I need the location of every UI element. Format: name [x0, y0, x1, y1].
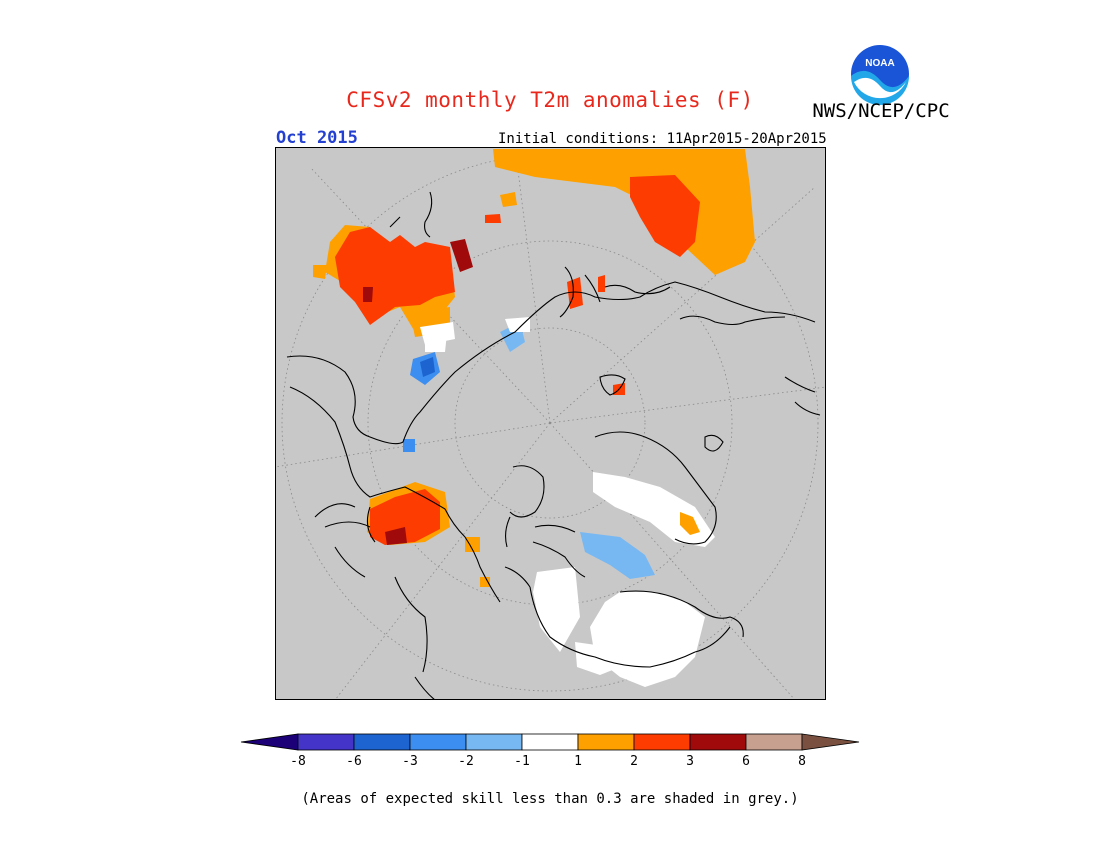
period-label: Oct 2015 — [276, 128, 358, 148]
anomaly-patch — [313, 265, 327, 279]
anomaly-patches — [313, 149, 755, 687]
colorbar-swatch — [801, 733, 860, 751]
anomaly-patch — [590, 592, 705, 687]
anomaly-patch — [370, 489, 440, 545]
colorbar-label: 6 — [742, 754, 750, 769]
colorbar-swatch — [409, 733, 467, 751]
colorbar-label: 3 — [686, 754, 694, 769]
colorbar-labels: -8 -6 -3 -2 -1 1 2 3 6 8 — [290, 754, 806, 769]
colorbar-swatch — [521, 733, 579, 751]
colorbar-label: 8 — [798, 754, 806, 769]
colorbar-swatch — [465, 733, 523, 751]
colorbar-swatch — [297, 733, 355, 751]
skill-note: (Areas of expected skill less than 0.3 a… — [301, 791, 799, 807]
graticule — [276, 148, 825, 699]
anomaly-patch — [505, 317, 530, 332]
anomaly-patch — [425, 333, 447, 352]
colorbar-swatch — [745, 733, 803, 751]
anomaly-patch — [450, 239, 473, 272]
anomaly-patch — [465, 537, 480, 552]
chart-title: CFSv2 monthly T2m anomalies (F) — [346, 88, 754, 112]
anomaly-patch — [533, 567, 580, 652]
logo-text: NOAA — [865, 58, 894, 69]
anomaly-patch — [680, 512, 700, 535]
anomaly-patch — [420, 357, 435, 377]
colorbar-label: 1 — [574, 754, 582, 769]
anomaly-patch — [480, 577, 490, 587]
colorbar-label: -2 — [458, 754, 474, 769]
colorbar-label: 2 — [630, 754, 638, 769]
colorbar-label: -8 — [290, 754, 306, 769]
initial-conditions-label: Initial conditions: 11Apr2015-20Apr2015 — [498, 131, 827, 147]
anomaly-patch — [485, 214, 501, 223]
noaa-logo: NOAA — [849, 43, 911, 105]
colorbar-label: -3 — [402, 754, 418, 769]
colorbar-swatch — [689, 733, 747, 751]
colorbar-swatch — [240, 733, 299, 751]
colorbar-swatch — [353, 733, 411, 751]
colorbar: -8 -6 -3 -2 -1 1 2 3 6 8 — [240, 733, 860, 769]
colorbar-swatches — [240, 733, 860, 751]
anomaly-patch — [363, 287, 373, 302]
anomaly-patch — [598, 275, 605, 292]
anomaly-patch — [385, 527, 407, 545]
polar-map — [275, 147, 826, 700]
colorbar-label: -1 — [514, 754, 530, 769]
anomaly-patch — [580, 532, 655, 579]
anomaly-patch — [403, 439, 415, 452]
colorbar-label: -6 — [346, 754, 362, 769]
anomaly-patch — [500, 192, 517, 207]
anomaly-patch — [630, 175, 700, 257]
colorbar-swatch — [633, 733, 691, 751]
coastlines — [286, 191, 821, 699]
agency-label: NWS/NCEP/CPC — [812, 100, 950, 122]
colorbar-swatch — [577, 733, 635, 751]
